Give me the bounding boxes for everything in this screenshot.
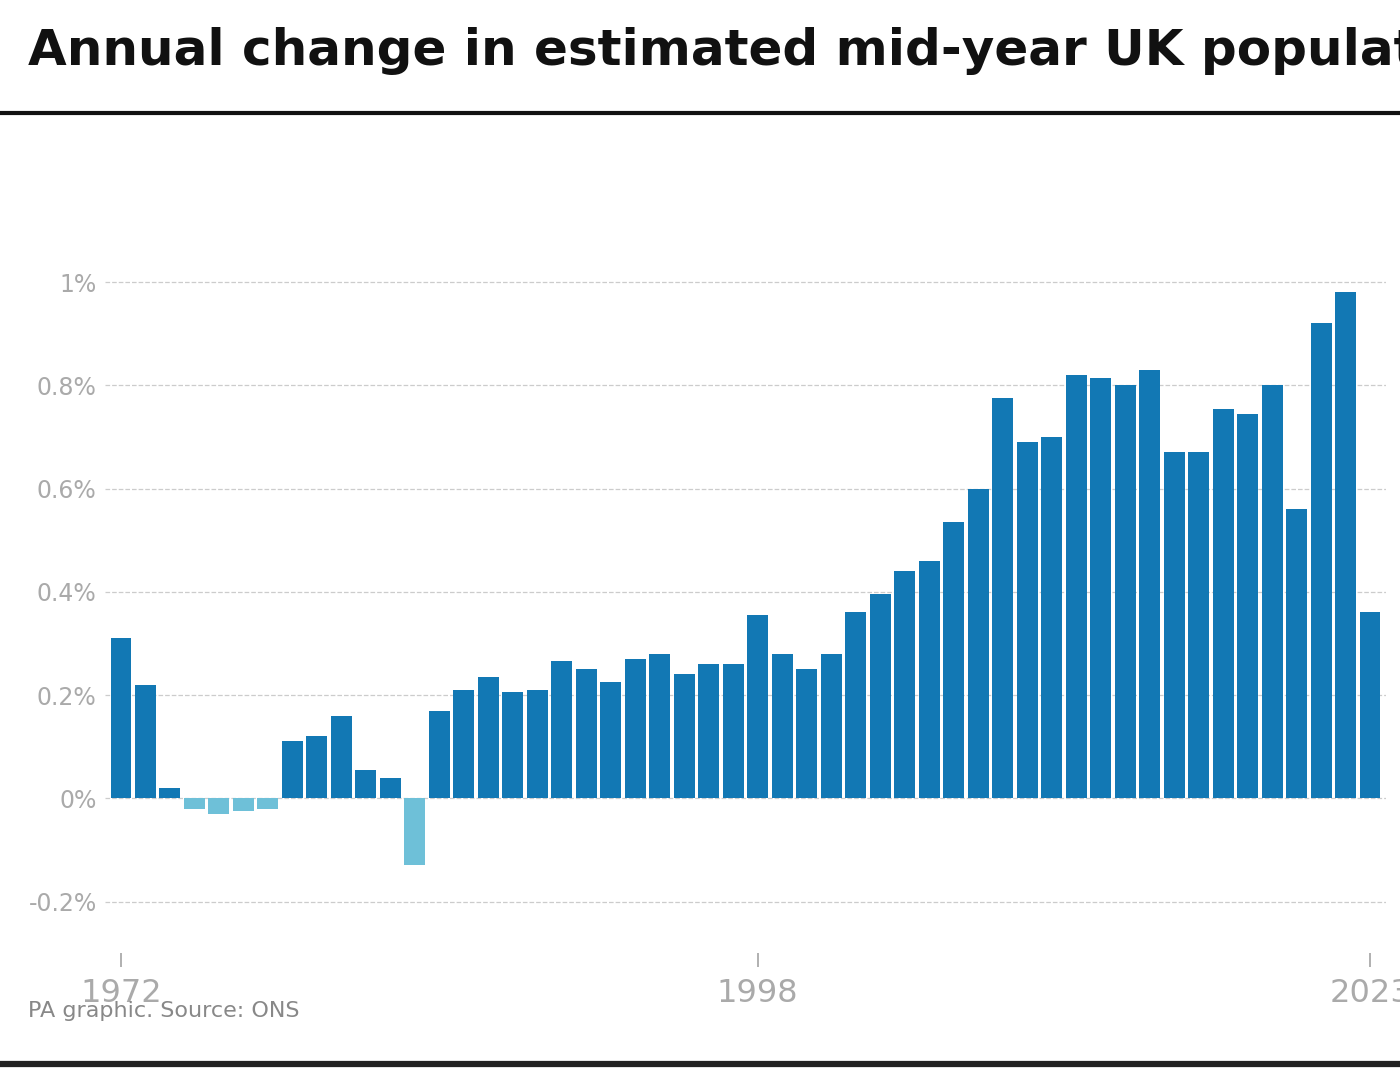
Bar: [1359, 613, 1380, 798]
Bar: [160, 788, 181, 798]
Bar: [944, 522, 965, 798]
Bar: [183, 798, 204, 809]
Bar: [134, 685, 155, 798]
Bar: [356, 770, 377, 798]
Bar: [673, 674, 694, 798]
Bar: [967, 489, 988, 798]
Bar: [454, 690, 475, 798]
Bar: [428, 711, 449, 798]
Bar: [1336, 292, 1357, 798]
Bar: [895, 571, 916, 798]
Bar: [771, 654, 792, 798]
Bar: [1065, 375, 1086, 798]
Bar: [477, 677, 498, 798]
Bar: [307, 737, 328, 798]
Bar: [1238, 414, 1259, 798]
Bar: [993, 398, 1014, 798]
Bar: [575, 669, 596, 798]
Bar: [1114, 386, 1135, 798]
Text: Annual change in estimated mid-year UK population: Annual change in estimated mid-year UK p…: [28, 27, 1400, 75]
Bar: [281, 741, 302, 798]
Bar: [797, 669, 818, 798]
Bar: [503, 693, 524, 798]
Bar: [526, 690, 547, 798]
Bar: [1212, 408, 1233, 798]
Text: PA graphic. Source: ONS: PA graphic. Source: ONS: [28, 1001, 300, 1021]
Bar: [552, 661, 573, 798]
Bar: [1189, 452, 1210, 798]
Bar: [258, 798, 279, 809]
Bar: [1042, 437, 1063, 798]
Bar: [232, 798, 253, 811]
Bar: [330, 716, 351, 798]
Bar: [379, 778, 400, 798]
Bar: [699, 665, 720, 798]
Bar: [820, 654, 841, 798]
Bar: [624, 659, 645, 798]
Bar: [1261, 386, 1282, 798]
Bar: [1091, 378, 1112, 798]
Bar: [650, 654, 671, 798]
Bar: [748, 615, 769, 798]
Bar: [209, 798, 230, 814]
Bar: [869, 595, 890, 798]
Bar: [1140, 369, 1161, 798]
Bar: [1310, 323, 1331, 798]
Bar: [405, 798, 426, 866]
Bar: [846, 613, 867, 798]
Bar: [918, 561, 939, 798]
Bar: [601, 682, 622, 798]
Bar: [722, 665, 743, 798]
Bar: [1287, 509, 1308, 798]
Bar: [1163, 452, 1184, 798]
Bar: [111, 639, 132, 798]
Bar: [1016, 442, 1037, 798]
